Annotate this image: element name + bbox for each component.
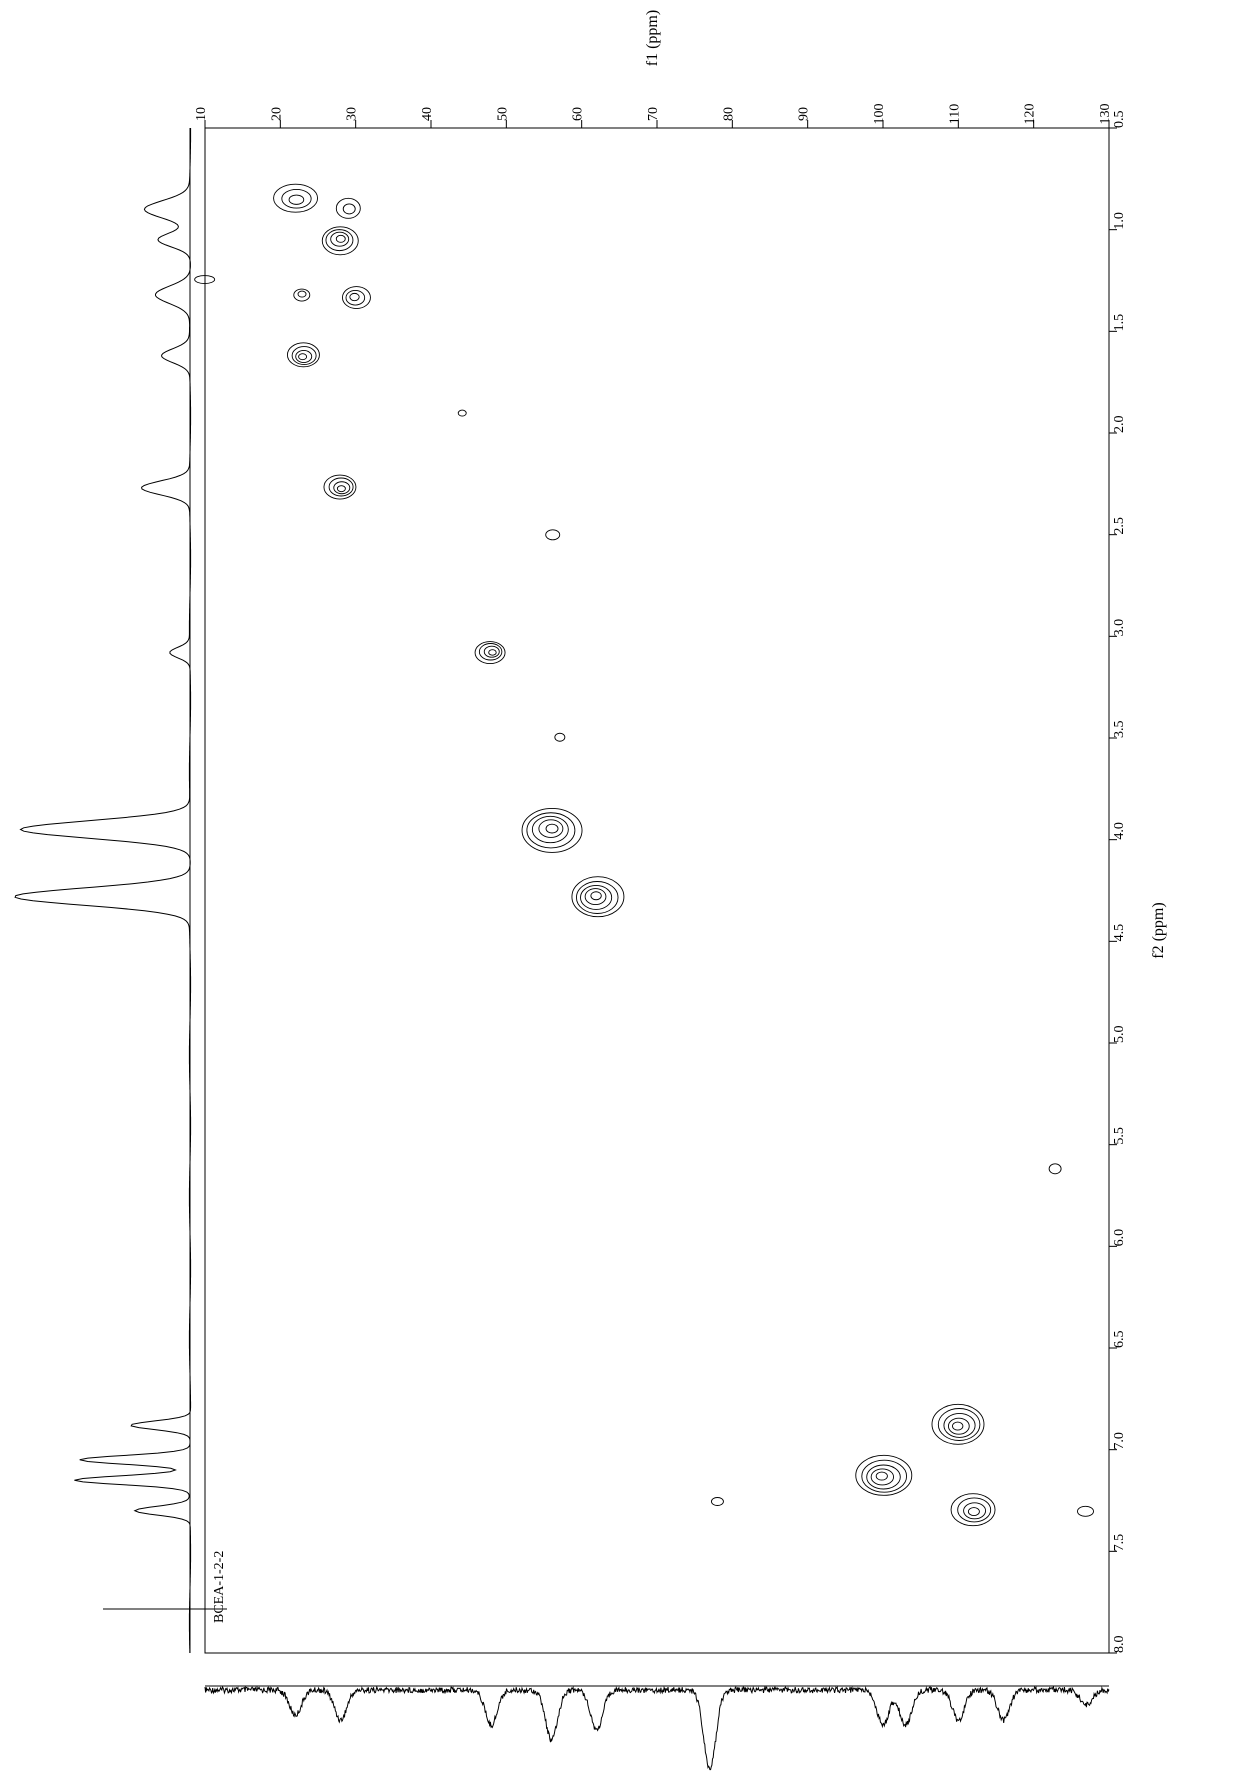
contour-level — [1077, 1506, 1093, 1516]
f2-tick-label: 5.5 — [1112, 1127, 1127, 1145]
contour-peaks — [195, 184, 1094, 1526]
contour-level — [522, 808, 582, 852]
f2-tick-label: 4.0 — [1112, 822, 1127, 840]
f1-tick-label: 70 — [646, 107, 661, 121]
contour-level — [336, 198, 360, 218]
sample-title: BCEA-1-2-2 — [212, 1551, 227, 1623]
f2-tick-label: 4.5 — [1112, 924, 1127, 942]
f1-tick-label: 60 — [571, 107, 586, 121]
f2-tick-label: 6.5 — [1112, 1331, 1127, 1349]
contour-level — [337, 486, 345, 492]
f2-tick-label: 3.5 — [1112, 721, 1127, 739]
f2-tick-label: 2.0 — [1112, 416, 1127, 434]
contour-level — [539, 820, 563, 838]
contour-level — [350, 293, 359, 300]
f1-tick-label: 10 — [194, 107, 209, 121]
contour-level — [289, 195, 304, 204]
contour-level — [298, 291, 306, 297]
contour-level — [343, 204, 355, 214]
contour-level — [871, 1469, 893, 1485]
f2-tick-label: 2.5 — [1112, 517, 1127, 535]
f1-tick-label: 50 — [495, 107, 510, 121]
hsqc-2d-nmr-spectrum: 10 20 30 40 50 60 70 80 90 100 110 120 130 f1 (ppm) 0.… — [0, 0, 1240, 1787]
contour-level — [932, 1404, 984, 1444]
contour-level — [711, 1497, 723, 1505]
f2-tick-label: 7.0 — [1112, 1432, 1127, 1450]
f2-tick-label: 5.0 — [1112, 1026, 1127, 1044]
plot-border — [205, 128, 1109, 1653]
f2-axis-label: f2 (ppm) — [1150, 902, 1167, 958]
f2-tick-label: 7.5 — [1112, 1534, 1127, 1552]
contour-level — [296, 350, 312, 362]
contour-level — [572, 877, 624, 917]
f2-tick-label: 6.0 — [1112, 1229, 1127, 1247]
f1-tick-label: 130 — [1098, 104, 1113, 125]
contour-level — [282, 189, 311, 208]
contour-level — [346, 290, 365, 305]
f2-tick-label: 0.5 — [1112, 111, 1127, 129]
contour-level — [968, 1508, 979, 1516]
contour-level — [876, 1472, 887, 1480]
f1-tick-label: 90 — [797, 107, 812, 121]
contour-level — [336, 235, 345, 242]
f1-tick-label: 120 — [1023, 104, 1038, 125]
h1-trace — [15, 128, 191, 1653]
contour-level — [458, 410, 466, 416]
f1-tick-label: 20 — [269, 107, 284, 121]
contour-level — [555, 733, 565, 741]
contour-level — [591, 892, 601, 900]
contour-level — [585, 889, 606, 905]
f1-tick-label: 30 — [345, 107, 360, 121]
contour-level — [489, 650, 497, 656]
f1-tick-label: 80 — [721, 107, 736, 121]
f1-tick-label: 100 — [872, 104, 887, 125]
contour-level — [331, 232, 349, 246]
contour-level — [952, 1422, 962, 1430]
f2-tick-label: 3.0 — [1112, 619, 1127, 637]
contour-level — [299, 354, 307, 360]
f1-tick-label: 40 — [420, 107, 435, 121]
contour-level — [546, 824, 558, 833]
contour-level — [1049, 1164, 1061, 1174]
f1-tick-label: 110 — [947, 104, 962, 124]
contour-level — [964, 1503, 986, 1519]
f2-tick-label: 1.0 — [1112, 212, 1127, 230]
f2-tick-label: 1.5 — [1112, 314, 1127, 332]
f2-tick-label: 8.0 — [1112, 1636, 1127, 1654]
f1-axis-label: f1 (ppm) — [644, 10, 661, 66]
contour-level — [546, 530, 560, 540]
contour-level — [948, 1418, 969, 1434]
c13-trace — [205, 1687, 1109, 1770]
